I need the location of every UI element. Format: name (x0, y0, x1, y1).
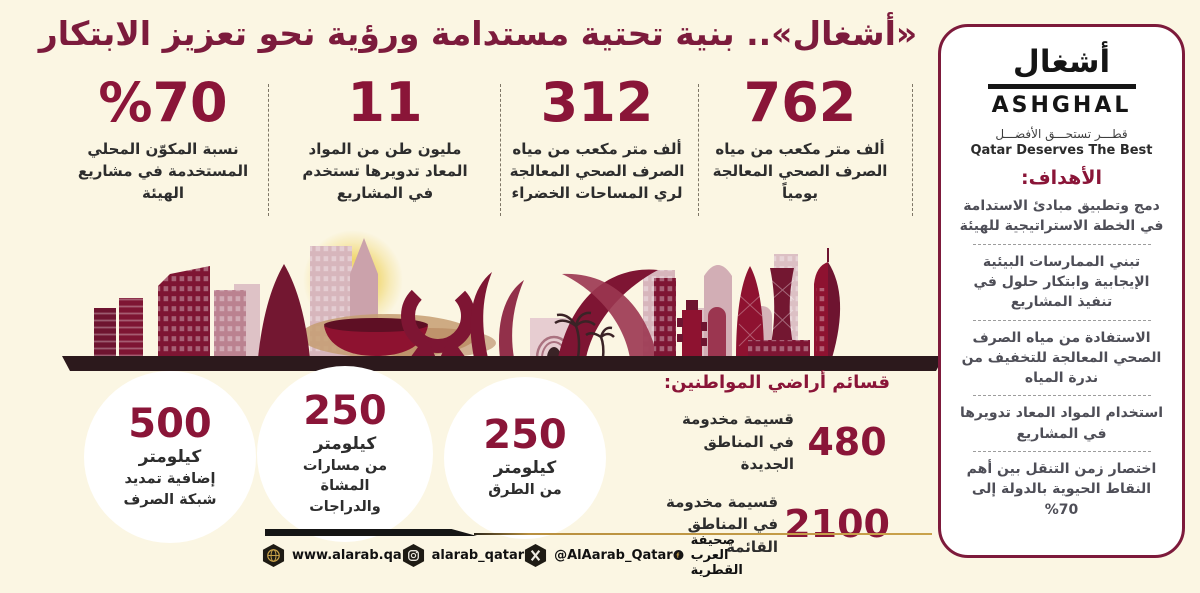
plot-description: قسيمة مخدومة في المناطق القائمة (666, 492, 779, 556)
stat-value: 312 (540, 71, 654, 134)
stat-divider (698, 84, 699, 216)
tagline-english: Qatar Deserves The Best (970, 143, 1153, 159)
page-title: «أشغال».. بنية تحتية مستدامة ورؤية نحو ت… (38, 14, 918, 53)
tagline-arabic: قطـــر تستحـــق الأفضـــل (995, 127, 1128, 142)
circle-stat-roads: 250 كيلومتر من الطرق (444, 377, 606, 539)
circle-description: من الطرق (488, 482, 562, 499)
objectives-heading: الأهداف: (1021, 167, 1102, 190)
stat-description: مليون طن من المواد المعاد تدويرها تستخدم… (302, 140, 468, 202)
stat-description: ألف متر مكعب من مياه الصرف الصحي المعالج… (509, 140, 685, 202)
stat-divider (912, 84, 913, 216)
x-icon (525, 543, 547, 567)
stat-irrigation-water: 312 ألف متر مكعب من مياه الصرف الصحي الم… (497, 76, 697, 204)
social-facebook-link[interactable]: صحيفة العرب القطرية (673, 533, 756, 578)
social-x-link[interactable]: @AlAarab_Qatar (524, 543, 673, 568)
circle-description: إضافية تمديد شبكة الصرف (123, 471, 217, 508)
stat-recycled-materials: 11 مليون طن من المواد المعاد تدويرها تست… (285, 76, 485, 204)
skyline-base (62, 356, 944, 371)
stat-value: %70 (98, 71, 228, 134)
stat-description: نسبة المكوّن المحلي المستخدمة في مشاريع … (77, 140, 249, 202)
ashghal-logo-arabic: أشغال (1012, 44, 1111, 80)
doha-skyline-illustration (62, 230, 944, 371)
stat-local-component: %70 نسبة المكوّن المحلي المستخدمة في مشا… (63, 76, 263, 204)
stat-value: 762 (743, 71, 857, 134)
plot-row-existing-areas: 2100 قسيمة مخدومة في المناطق القائمة (648, 491, 890, 559)
facebook-name: صحيفة العرب القطرية (690, 532, 743, 578)
circle-unit: كيلومتر (493, 458, 557, 479)
circle-stat-sewer-network: 500 كيلومتر إضافية تمديد شبكة الصرف (84, 371, 256, 543)
objective-divider (972, 451, 1151, 453)
circle-description: من مسارات المشاة والدراجات (302, 458, 388, 515)
objective-item: دمج وتطبيق مبادئ الاستدامة في الخطة الاس… (959, 198, 1164, 235)
circle-unit: كيلومتر (313, 434, 377, 455)
objective-divider (972, 243, 1151, 245)
instagram-handle: alarab_qatar (431, 547, 525, 563)
website-url: www.alarab.qa (292, 547, 402, 563)
circle-unit: كيلومتر (138, 447, 202, 468)
objective-item: الاستفادة من مياه الصرف الصحي المعالجة ل… (961, 329, 1162, 387)
circle-stat-pedestrian-paths: 250 كيلومتر من مسارات المشاة والدراجات (257, 366, 433, 542)
foreground-buildings (94, 248, 841, 359)
ashghal-logo-bar (987, 84, 1136, 90)
stat-divider (500, 84, 501, 216)
circle-value: 500 (128, 401, 212, 448)
land-plots-heading: قسائم أراضي المواطنين: (663, 372, 890, 393)
stat-description: ألف متر مكعب من مياه الصرف الصحي المعالج… (712, 140, 888, 202)
plot-row-new-areas: 480 قسيمة مخدومة في المناطق الجديدة (648, 408, 890, 476)
ashghal-logo-latin: ASHGHAL (991, 93, 1132, 119)
objective-divider (972, 395, 1151, 397)
plot-description: قسيمة مخدومة في المناطق الجديدة (681, 410, 794, 473)
objective-item: اختصار زمن التنقل بين أهم النقاط الحيوية… (966, 461, 1157, 518)
x-handle: @AlAarab_Qatar (554, 547, 673, 563)
social-website-link[interactable]: www.alarab.qa (262, 543, 402, 568)
land-plots-section: قسائم أراضي المواطنين: 480 قسيمة مخدومة … (648, 372, 890, 558)
social-instagram-link[interactable]: alarab_qatar (402, 543, 524, 568)
plot-value: 2100 (784, 502, 890, 547)
objectives-sidebar-card: أشغال ASHGHAL قطـــر تستحـــق الأفضـــل … (938, 24, 1185, 558)
footer-gold-line (474, 533, 932, 535)
footer-black-bar (265, 529, 477, 536)
objective-item: استخدام المواد المعاد تدويرها في المشاري… (959, 405, 1164, 442)
instagram-icon (402, 543, 424, 567)
footer-social-row: www.alarab.qa alarab_qatar @AlAarab_Qata… (262, 533, 743, 578)
globe-icon (262, 543, 285, 567)
stat-treated-water-daily: 762 ألف متر مكعب من مياه الصرف الصحي الم… (700, 76, 900, 204)
palm-trees (554, 311, 615, 359)
circle-value: 250 (303, 388, 387, 435)
facebook-icon (673, 549, 684, 561)
objective-divider (972, 319, 1151, 321)
circle-value: 250 (483, 412, 567, 459)
plot-value: 480 (807, 419, 887, 464)
stat-divider (268, 84, 269, 216)
stat-value: 11 (347, 71, 423, 134)
objective-item: تبني الممارسات البيئية الإيجابية وابتكار… (973, 253, 1150, 311)
